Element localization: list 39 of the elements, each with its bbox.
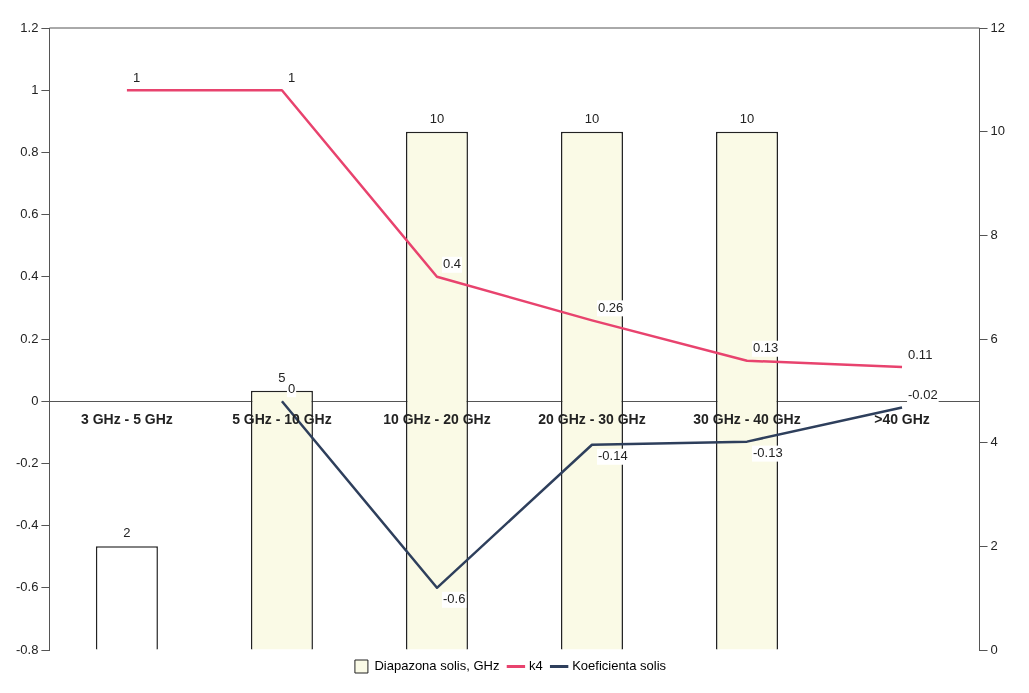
y-tick-label: -0.2 [15,454,39,470]
data-label: 0.11 [908,346,933,362]
data-label: 0.26 [597,299,624,315]
y-tick-label: -0.4 [15,517,39,533]
data-label: 10 [584,110,600,126]
data-label: 1 [132,69,141,85]
data-label: 1 [287,69,296,85]
y2-tick-label: 6 [990,330,998,346]
data-label: -0.02 [908,387,938,402]
y-tick-label: 1 [31,81,39,97]
x-tick-label: >40 GHz [874,411,930,428]
y-tick-label: 1.2 [20,19,39,35]
x-tick-label: 3 GHz - 5 GHz [81,411,173,428]
y-tick-label: 0 [31,392,39,408]
y2-tick-label: 0 [990,641,998,657]
legend-label: Koeficienta solis [572,658,667,674]
y-tick-label: -0.8 [15,641,39,657]
y-tick-label: 0.6 [20,206,39,222]
data-label: -0.6 [442,591,466,607]
y-tick-label: 0.8 [20,143,39,159]
y-tick-label: 0.2 [20,330,39,346]
y2-tick-label: 10 [990,123,1006,139]
legend-label: Diapazona solis, GHz [374,658,500,674]
data-label: 0.13 [753,340,779,356]
data-label: 10 [429,110,445,126]
data-label: 2 [123,525,131,541]
data-label: -0.13 [753,445,783,461]
y2-tick-label: 2 [990,537,998,553]
y2-tick-label: 12 [990,19,1006,35]
data-label: 0 [287,380,296,396]
data-label: 10 [739,110,755,126]
data-label: 5 [278,369,286,385]
data-label: 0.4 [442,256,462,272]
y2-tick-label: 4 [990,434,998,450]
y2-tick-label: 8 [990,226,998,242]
data-label: -0.14 [597,448,628,464]
y-tick-label: -0.6 [15,579,39,595]
y-tick-label: 0.4 [20,268,39,284]
legend-label: k4 [528,658,543,674]
